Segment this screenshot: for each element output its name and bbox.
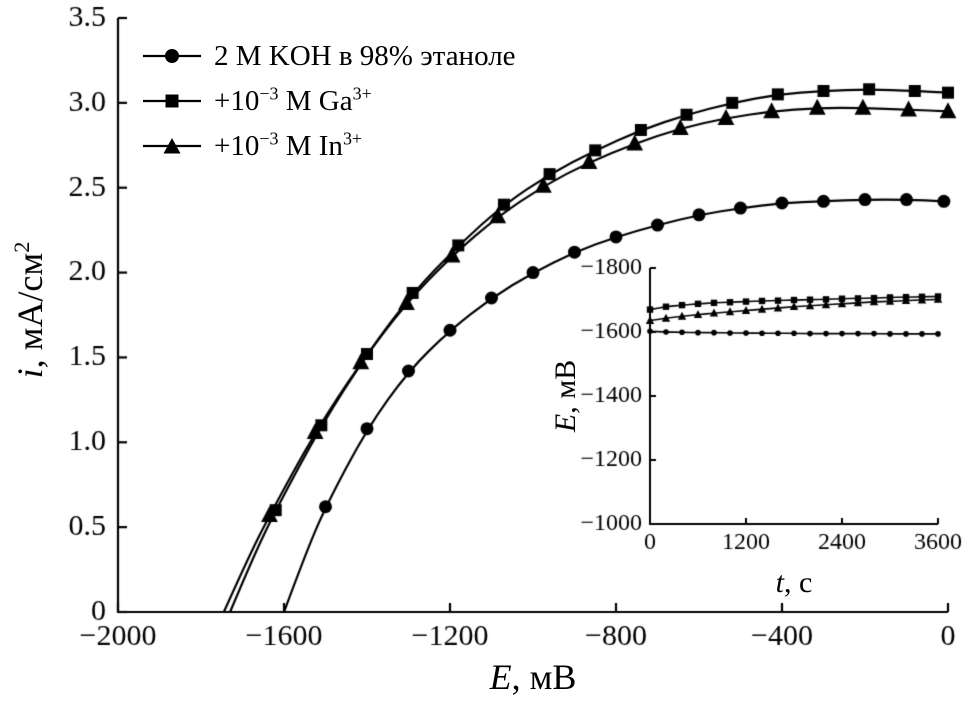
main-y-axis-units: , мА/см — [10, 252, 50, 369]
inset-y-axis-variable: E — [549, 413, 582, 433]
legend-line-circle-icon — [143, 49, 201, 63]
inset-y-axis-label: E, мВ — [549, 360, 583, 432]
main-x-axis-label: E, мВ — [118, 656, 948, 698]
inset-x-axis-label: t, с — [650, 566, 938, 600]
main-y-axis-variable: i — [10, 368, 50, 379]
main-y-axis-label: i, мА/см2 — [9, 242, 51, 379]
inset-y-axis-units: , мВ — [549, 359, 582, 414]
main-x-axis-variable: E — [489, 657, 512, 697]
legend-item-ga: +10−3 M Ga3+ — [143, 83, 516, 119]
inset-x-axis-units: , с — [784, 566, 813, 599]
legend: 2 M KOH в 98% этаноле +10−3 M Ga3+ +10−3… — [143, 38, 516, 164]
legend-line-square-icon — [143, 94, 201, 108]
legend-line-triangle-icon — [143, 138, 201, 154]
main-x-axis-units: , мВ — [511, 657, 577, 697]
main-y-axis-units-sup: 2 — [9, 241, 34, 253]
legend-item-koh: 2 M KOH в 98% этаноле — [143, 38, 516, 74]
legend-label-ga: +10−3 M Ga3+ — [214, 82, 372, 117]
legend-item-in: +10−3 M In3+ — [143, 128, 516, 164]
legend-label-in: +10−3 M In3+ — [214, 127, 363, 162]
legend-label-koh: 2 M KOH в 98% этаноле — [214, 39, 516, 72]
inset-x-axis-variable: t — [775, 566, 784, 599]
